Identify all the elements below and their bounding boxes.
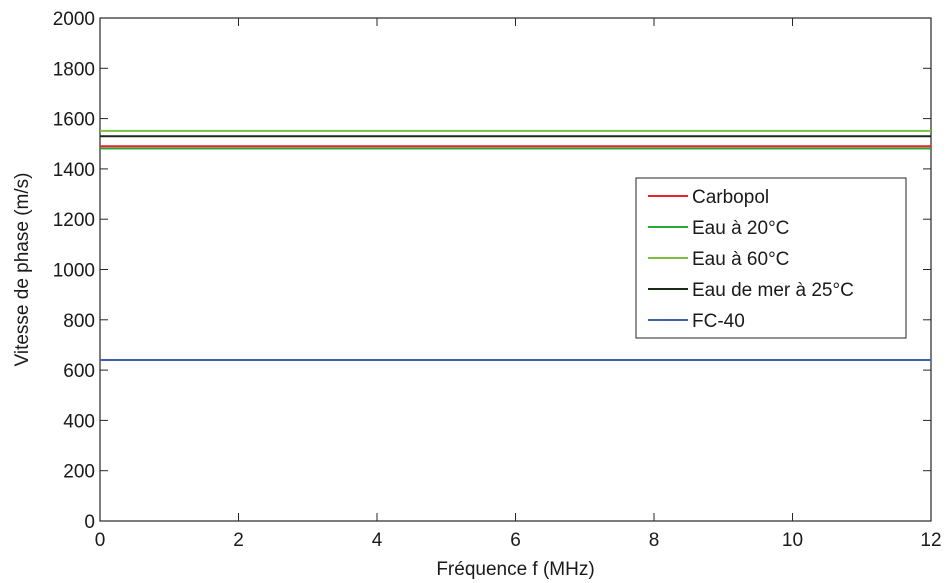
y-tick-label: 400 [63,411,95,432]
series-layer [100,129,931,362]
x-tick-label: 6 [510,530,521,551]
legend-label: Eau de mer à 25°C [692,280,854,301]
x-tick-label: 2 [233,530,244,551]
legend-label: Carbopol [692,187,769,208]
y-tick-label: 200 [63,462,95,483]
legend-label: FC-40 [692,311,745,332]
y-axis-title: Vitesse de phase (m/s) [12,173,33,367]
y-tick-label: 1400 [53,160,95,181]
y-tick-label: 1000 [53,261,95,282]
x-tick-label: 4 [372,530,383,551]
y-tick-label: 800 [63,311,95,332]
y-tick-label: 1800 [53,59,95,80]
x-axis-title: Fréquence f (MHz) [436,559,594,580]
y-tick-label: 1600 [53,110,95,131]
x-tick-label: 8 [649,530,660,551]
y-tick-label: 2000 [53,9,95,30]
legend: Carbopol Eau à 20°C Eau à 60°C Eau de mer à… [635,177,907,339]
y-tick-label: 0 [84,512,95,533]
legend-label: Eau à 20°C [692,218,789,239]
x-axis: 0 2 4 6 8 10 12 [95,18,942,551]
legend-label: Eau à 60°C [692,249,789,270]
x-tick-label: 10 [782,530,803,551]
x-tick-label: 0 [95,530,106,551]
x-tick-label: 12 [920,530,941,551]
y-tick-label: 1200 [53,210,95,231]
y-axis: 0 200 400 600 800 1000 1200 1400 1600 1800 2000 [53,9,931,533]
y-tick-label: 600 [63,361,95,382]
